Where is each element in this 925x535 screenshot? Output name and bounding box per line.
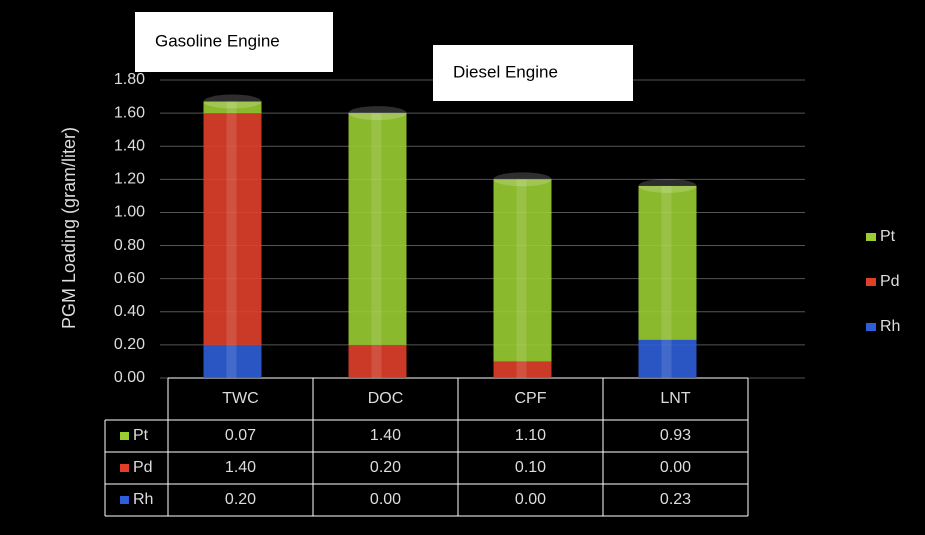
legend-marker — [866, 278, 876, 286]
table-cell: 1.40 — [370, 427, 401, 444]
cylinder-cap — [493, 172, 552, 187]
annotation: Gasoline Engine — [155, 31, 280, 50]
bar — [493, 361, 552, 378]
x-tick-label: CPF — [515, 390, 547, 407]
table-cell: 0.10 — [515, 459, 546, 476]
legend-label: Rh — [880, 318, 900, 335]
table-cell: 0.07 — [225, 427, 256, 444]
table-cell: 0.23 — [660, 491, 691, 508]
table-cell: 0.93 — [660, 427, 691, 444]
y-tick-label: 1.00 — [114, 204, 145, 221]
annotation-box — [433, 45, 633, 101]
table-cell: 0.20 — [370, 459, 401, 476]
table-cell: 1.40 — [225, 459, 256, 476]
table-cell: 1.10 — [515, 427, 546, 444]
table-row-label: Rh — [133, 491, 153, 508]
plot: 0.00 0.20 0.40 0.60 0.80 1.00 1.20 1.40 1.60 1.80… — [104, 71, 900, 517]
table-cell: 0.00 — [660, 459, 691, 476]
table-cell: 0.00 — [515, 491, 546, 508]
bar — [203, 344, 262, 378]
legend-marker — [866, 323, 876, 331]
table-cell: 0.00 — [370, 491, 401, 508]
cylinder-cap — [203, 94, 262, 109]
y-tick-label: 0.00 — [114, 369, 145, 386]
legend-label: Pt — [880, 228, 896, 245]
table-cell: 0.20 — [225, 491, 256, 508]
y-axis-title: PGM Loading (gram/liter) — [59, 127, 79, 329]
bar — [348, 113, 407, 345]
annotation: Diesel Engine — [453, 62, 558, 81]
x-tick-label: TWC — [222, 390, 258, 407]
y-tick-label: 0.80 — [114, 237, 145, 254]
bar — [638, 339, 697, 378]
y-tick-label: 1.60 — [114, 104, 145, 121]
cylinder-shine — [371, 113, 382, 378]
table-row-label: Pt — [133, 427, 149, 444]
bar — [203, 101, 262, 114]
cylinder-shine — [661, 185, 672, 378]
legend-marker — [866, 233, 876, 241]
cylinder-shine — [516, 179, 527, 378]
y-tick-label: 0.20 — [114, 336, 145, 353]
table-row-label: Pd — [133, 459, 153, 476]
y-tick-label: 1.80 — [114, 71, 145, 88]
cylinder-cap — [638, 178, 697, 193]
bar — [493, 179, 552, 362]
table-legend-marker — [120, 464, 129, 472]
annotation-box — [135, 12, 333, 72]
bar — [203, 113, 262, 345]
y-tick-label: 1.20 — [114, 171, 145, 188]
x-tick-label: DOC — [368, 390, 404, 407]
table-legend-marker — [120, 432, 129, 440]
table-legend-marker — [120, 496, 129, 504]
legend-label: Pd — [880, 273, 900, 290]
y-tick-label: 1.40 — [114, 137, 145, 154]
bar — [348, 344, 407, 378]
bar — [638, 185, 697, 340]
cylinder-cap — [348, 106, 407, 121]
cylinder-shine — [226, 101, 237, 379]
x-tick-label: LNT — [660, 390, 690, 407]
y-tick-label: 0.40 — [114, 303, 145, 320]
y-tick-label: 0.60 — [114, 270, 145, 287]
